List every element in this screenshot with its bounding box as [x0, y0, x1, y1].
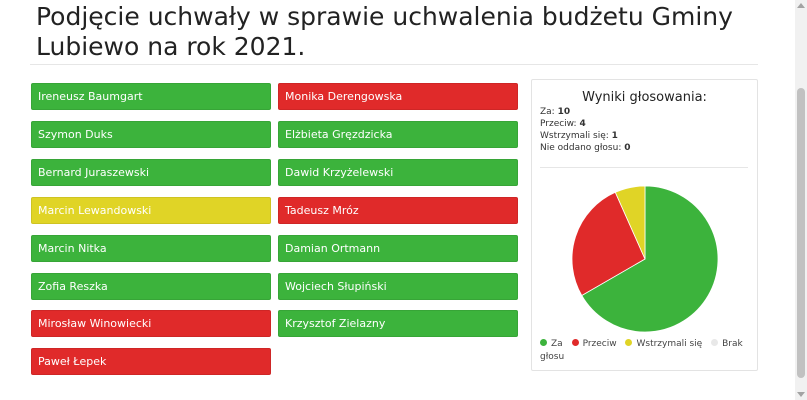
stat-nie-oddano-value: 0: [624, 143, 631, 153]
legend-item[interactable]: Wstrzymali się: [625, 339, 702, 349]
stat-nie-oddano-label: Nie oddano głosu:: [540, 143, 622, 153]
legend-dot-icon: [571, 339, 579, 346]
page-title: Podjęcie uchwały w sprawie uchwalenia bu…: [36, 2, 733, 61]
voter-tile: Ireneusz Baumgart: [31, 83, 271, 110]
scroll-up-arrow-icon[interactable]: [797, 3, 805, 8]
legend-label: Brak głosu: [540, 339, 743, 362]
stat-za: Za: 10: [540, 106, 570, 118]
stat-przeciw: Przeciw: 4: [540, 118, 586, 130]
scroll-thumb[interactable]: [797, 88, 805, 378]
voter-tile: Zofia Reszka: [31, 272, 271, 300]
stat-przeciw-label: Przeciw:: [540, 119, 577, 129]
voter-tile: Tadeusz Mróz: [278, 196, 518, 224]
results-divider: [540, 167, 748, 168]
voter-tile: Krzysztof Zielazny: [278, 310, 518, 338]
page-scrollbar[interactable]: [795, 0, 807, 400]
legend-item[interactable]: Brak głosu: [540, 339, 743, 362]
voter-tile: Szymon Duks: [31, 120, 271, 148]
results-title: Wyniki głosowania:: [582, 90, 707, 105]
voter-tile: Wojciech Słupiński: [278, 272, 518, 300]
results-pie-chart: [571, 185, 719, 333]
stat-wstrzymali: Wstrzymali się: 1: [540, 130, 618, 142]
results-panel: Wyniki głosowania: Za: 10 Przeciw: 4 Wst…: [531, 79, 758, 371]
voter-tile: Dawid Krzyżelewski: [278, 158, 518, 186]
voter-tile: Marcin Lewandowski: [31, 196, 271, 224]
stat-za-value: 10: [557, 107, 571, 117]
voter-tile: Paweł Łepek: [31, 348, 271, 376]
chart-legend: Za Przeciw Wstrzymali się Brak głosu: [540, 338, 752, 364]
stat-wstrzymali-label: Wstrzymali się:: [540, 131, 609, 141]
legend-dot-icon: [540, 339, 547, 346]
legend-item[interactable]: Przeciw: [571, 339, 617, 349]
voter-tile: Bernard Juraszewski: [31, 158, 271, 186]
pie-slice-za: [581, 185, 719, 333]
stat-nie-oddano: Nie oddano głosu: 0: [540, 142, 631, 154]
stat-przeciw-value: 4: [579, 119, 586, 129]
legend-label: Przeciw: [582, 339, 617, 349]
voter-tile: Damian Ortmann: [278, 234, 518, 262]
legend-item[interactable]: Za: [540, 339, 563, 349]
stat-wstrzymali-value: 1: [611, 131, 618, 141]
legend-label: Wstrzymali się: [636, 339, 703, 349]
pie-slice-wstrzymali-się: [614, 185, 646, 260]
legend-label: Za: [551, 339, 563, 349]
voter-tile: Elżbieta Gręzdzicka: [278, 120, 518, 148]
legend-dot-icon: [625, 339, 633, 346]
scroll-down-arrow-icon[interactable]: [797, 392, 805, 397]
voter-tile: Marcin Nitka: [31, 234, 271, 262]
legend-dot-icon: [711, 339, 719, 346]
stat-za-label: Za:: [540, 107, 555, 117]
title-divider: [30, 64, 758, 65]
voter-tile: Monika Derengowska: [278, 83, 518, 110]
voter-tile: Mirosław Winowiecki: [31, 310, 271, 338]
